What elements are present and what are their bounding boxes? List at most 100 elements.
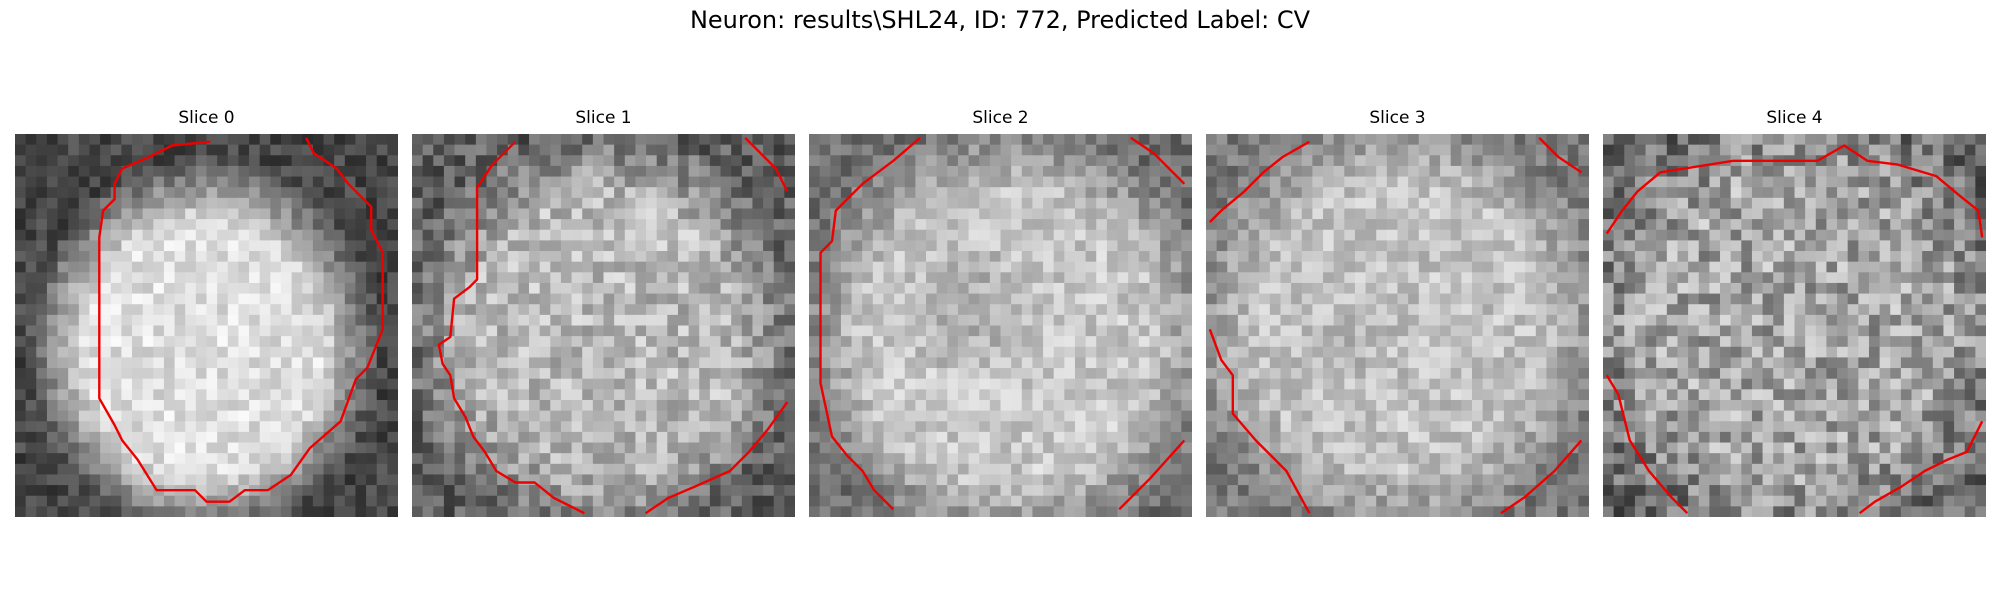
pixel [809,399,821,412]
pixel [1333,304,1345,316]
pixel [1160,314,1172,326]
pixel [36,261,48,273]
pixel [1535,240,1547,252]
pixel [433,304,445,316]
pixel [550,346,562,358]
pixel [376,187,388,199]
pixel [1160,378,1172,390]
pixel [872,197,884,209]
pixel [720,410,732,422]
pixel [1206,442,1218,454]
pixel [142,176,154,188]
pixel [1149,474,1161,486]
pixel [518,442,530,454]
pixel [153,187,165,199]
pixel [830,389,842,401]
pixel [1269,389,1281,401]
pixel [344,474,356,486]
pixel [830,357,842,369]
pixel [1237,431,1249,443]
pixel [709,134,721,146]
pixel [302,251,314,263]
pixel [89,176,101,188]
pixel [280,282,293,294]
pixel [968,399,980,412]
pixel [291,187,303,199]
pixel [486,229,498,241]
pixel [443,304,455,316]
pixel [507,176,519,188]
pixel [1011,272,1023,284]
pixel [1206,197,1218,209]
pixel [518,187,530,199]
pixel [1376,251,1388,263]
pixel [1354,421,1366,433]
pixel [1011,357,1023,369]
pixel [344,251,356,263]
pixel [1181,336,1192,348]
pixel [422,410,434,422]
pixel [1206,378,1218,390]
pixel [979,176,991,188]
pixel [57,389,69,401]
pixel [1181,389,1192,401]
pixel [1418,442,1430,454]
pixel [752,251,764,263]
pixel [291,346,303,358]
pixel [217,453,229,465]
pixel [366,165,378,177]
pixel [979,261,991,273]
pixel [819,165,831,177]
pixel [366,314,378,326]
pixel [1106,336,1118,348]
pixel [592,261,604,273]
pixel [68,378,80,390]
pixel [1237,368,1249,380]
pixel [926,176,938,188]
pixel [699,293,711,305]
pixel [1032,431,1044,443]
pixel [1106,155,1118,167]
pixel [206,378,218,390]
pixel [989,399,1001,412]
pixel [174,357,186,369]
pixel [153,304,165,316]
pixel [15,197,27,209]
pixel [497,261,509,273]
pixel [174,346,186,358]
pixel [1206,453,1218,465]
pixel [366,389,378,401]
pixel [1280,144,1292,156]
pixel [677,463,690,475]
pixel [195,357,207,369]
pixel [1248,240,1260,252]
pixel [68,197,80,209]
pixel [1280,187,1292,199]
pixel [355,399,367,412]
pixel [68,240,80,252]
pixel [809,410,821,422]
pixel [1237,389,1249,401]
pixel [1312,144,1324,156]
pixel [957,282,969,294]
pixel [894,155,906,167]
pixel [1117,304,1129,316]
pixel [46,144,58,156]
pixel [720,389,732,401]
pixel [1237,272,1249,284]
pixel [270,431,282,443]
pixel [227,442,239,454]
pixel [323,431,335,443]
pixel [688,421,700,433]
pixel [809,474,821,486]
pixel [1149,463,1161,475]
pixel [142,293,154,305]
pixel [603,219,615,231]
pixel [1461,165,1473,177]
pixel [1227,176,1239,188]
pixel [153,155,165,167]
pixel [1408,336,1420,348]
pixel [1493,293,1505,305]
pixel [904,165,916,177]
pixel [947,251,959,263]
